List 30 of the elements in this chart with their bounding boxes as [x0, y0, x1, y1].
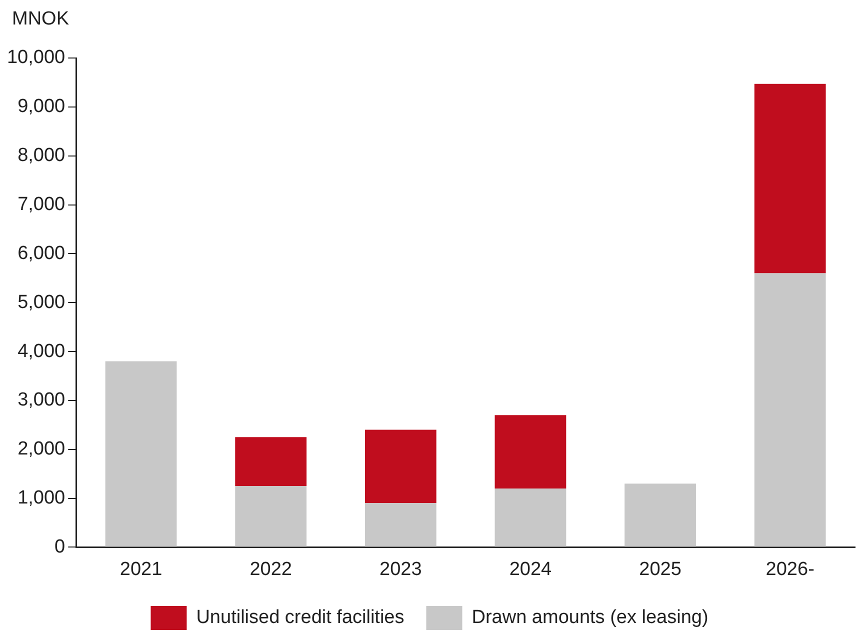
- x-tick-label: 2023: [380, 558, 422, 580]
- y-tick-label: 9,000: [18, 96, 66, 118]
- x-tick-label: 2025: [639, 558, 682, 580]
- bar: [494, 415, 566, 488]
- bar: [624, 484, 696, 547]
- x-tick-label: 2022: [250, 558, 292, 580]
- legend-label: Unutilised credit facilities: [196, 607, 404, 628]
- x-tick-label: 2021: [120, 558, 162, 580]
- bar: [494, 488, 566, 547]
- y-tick-label: 1,000: [18, 488, 66, 509]
- y-tick-label: 3,000: [18, 390, 66, 411]
- bar: [235, 486, 307, 547]
- bar: [754, 273, 826, 547]
- bar: [754, 84, 826, 274]
- bar: [364, 430, 436, 504]
- legend-label: Drawn amounts (ex leasing): [472, 607, 708, 628]
- bar: [105, 361, 177, 547]
- y-tick-label: 8,000: [18, 145, 66, 166]
- y-axis-title: MNOK: [12, 8, 70, 30]
- y-tick-label: 4,000: [18, 340, 66, 362]
- x-tick-label: 2026-: [766, 558, 814, 580]
- y-tick-label: 0: [54, 536, 66, 558]
- x-tick-label: 2024: [509, 558, 552, 580]
- bar: [364, 503, 436, 547]
- y-tick-label: 5,000: [18, 292, 66, 313]
- y-tick-label: 2,000: [18, 438, 66, 460]
- y-tick-label: 10,000: [6, 47, 66, 68]
- y-tick-label: 6,000: [18, 242, 66, 264]
- bar: [235, 437, 307, 486]
- y-tick-label: 7,000: [18, 194, 66, 215]
